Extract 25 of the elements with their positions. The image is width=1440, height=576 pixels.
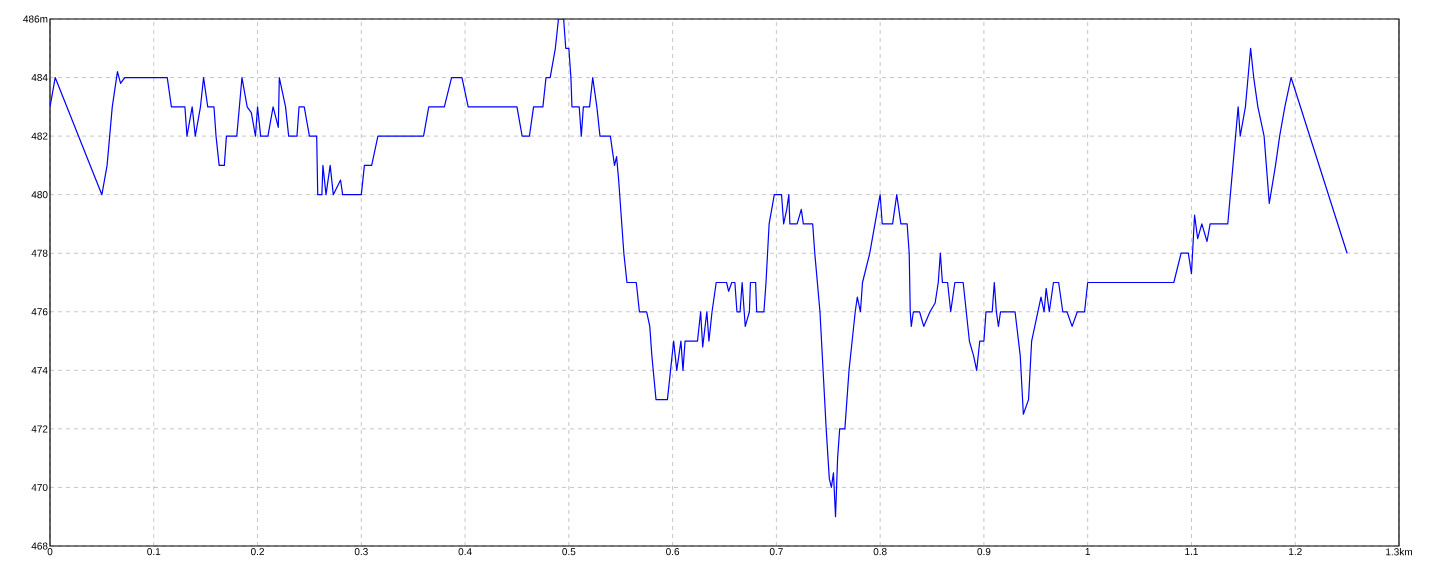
x-tick-label: 0.7	[769, 548, 783, 556]
y-tick-label: 472	[31, 425, 48, 433]
y-tick-label: 468	[31, 542, 48, 550]
y-tick-label: 476	[31, 308, 48, 316]
x-tick-label: 1.1	[1185, 548, 1198, 555]
y-tick-label: 474	[31, 366, 48, 374]
y-tick-label: 470	[31, 483, 48, 491]
x-tick-label: 0.5	[562, 548, 576, 556]
x-tick-label: 0.9	[977, 548, 991, 556]
x-tick-label: 0.1	[147, 548, 161, 556]
x-tick-label: 0.6	[666, 548, 680, 556]
x-tick-label: 1	[1085, 548, 1090, 555]
x-tick-label: 0.3	[354, 548, 368, 556]
x-tick-label: 0.8	[873, 548, 887, 556]
y-tick-label: 486m	[23, 15, 48, 23]
y-tick-label: 482	[31, 132, 48, 140]
x-tick-label: 0	[47, 548, 53, 556]
y-tick-label: 480	[31, 191, 48, 199]
x-tick-label: 1.3km	[1386, 548, 1412, 556]
y-tick-label: 478	[31, 249, 48, 257]
line-series	[50, 19, 1348, 518]
x-tick-label: 0.2	[250, 548, 264, 556]
y-tick-label: 484	[31, 74, 48, 82]
x-tick-label: 0.4	[458, 548, 472, 556]
x-tick-label: 1.2	[1289, 548, 1302, 556]
